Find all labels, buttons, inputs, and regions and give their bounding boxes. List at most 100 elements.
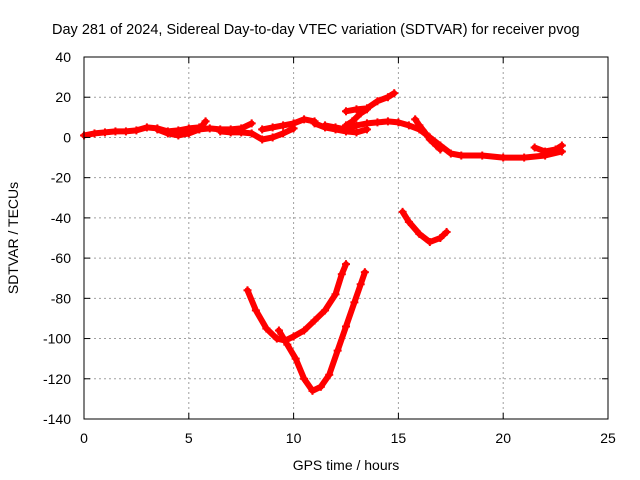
data-point [383,93,392,102]
data-point [383,117,392,126]
data-point [331,290,340,299]
data-point [425,238,434,247]
x-tick-label: 25 [600,430,616,446]
data-point [325,370,334,379]
data-point [279,129,288,138]
data-point [262,324,271,333]
data-point [205,124,214,133]
data-point [356,280,365,289]
data-point [398,207,407,216]
data-point [342,260,350,269]
data-point [350,298,359,307]
data-point [283,340,292,349]
data-point [457,151,466,160]
data-point [237,128,246,137]
data-point [316,382,325,391]
data-point [163,129,172,138]
data-point [142,123,151,132]
series-arc-11 [530,141,566,156]
y-tick-label: -100 [43,331,71,347]
data-point [352,128,361,137]
data-point [478,151,487,160]
x-tick-label: 10 [286,430,302,446]
series-arc-12 [398,207,451,247]
data-point [530,143,539,152]
series-arc-8 [342,89,399,116]
data-point [499,153,508,162]
y-tick-label: 0 [63,129,71,145]
data-point [348,117,357,126]
data-point [421,129,430,138]
data-point [111,127,120,136]
x-tick-label: 0 [80,430,88,446]
series-arc-7 [321,117,566,162]
data-point [557,141,566,150]
data-point [201,117,210,126]
series-layer [80,89,566,395]
data-point [289,332,298,341]
x-axis-label: GPS time / hours [293,457,400,473]
data-point [404,121,413,130]
y-tick-label: -80 [51,290,71,306]
data-point [362,119,371,128]
data-point [153,125,162,134]
data-point [541,147,550,156]
series-line [531,142,565,155]
data-point [268,123,277,132]
chart-title: Day 281 of 2024, Sidereal Day-to-day VTE… [52,22,580,38]
x-axis: 0 5 10 15 20 25 [80,57,616,446]
grid [84,57,608,419]
data-point [321,121,330,130]
data-point [272,334,281,343]
y-tick-label: -20 [51,170,71,186]
data-point [291,354,300,363]
y-tick-label: 40 [55,49,71,65]
data-point [337,270,346,279]
data-point [226,128,235,137]
data-point [342,121,350,130]
data-point [411,115,420,124]
data-point [331,123,340,132]
data-point [432,141,441,150]
series-line [322,118,565,161]
series-line [244,261,349,344]
series-line [343,106,370,129]
data-point [279,121,288,130]
series-arc-13 [243,260,350,345]
data-point [300,115,309,124]
data-point [373,97,382,106]
data-point [425,135,434,144]
series-line [275,269,368,394]
y-axis: -140 -120 -100 -80 -60 -40 -20 0 20 40 [43,49,608,427]
data-point [551,145,560,154]
data-point [442,227,451,236]
data-point [247,119,256,128]
data-point [415,121,424,130]
data-point [373,118,382,127]
data-point [289,119,298,128]
x-tick-label: 15 [391,430,407,446]
data-point [100,128,109,137]
plot-frame [83,56,609,420]
data-point [352,121,361,130]
data-point [174,131,183,140]
data-point [300,374,309,383]
y-tick-label: 20 [55,89,71,105]
data-point [184,129,193,138]
data-point [310,119,319,128]
y-tick-label: -40 [51,210,71,226]
data-point [436,234,445,242]
series-arc-9 [342,105,371,130]
data-point [251,306,260,315]
data-point [121,127,130,136]
data-point [404,217,413,226]
data-point [247,129,256,138]
data-point [274,326,283,335]
data-point [258,125,267,134]
y-tick-label: -140 [43,411,71,427]
x-tick-label: 5 [185,430,193,446]
series-arc-10 [411,115,445,154]
y-axis-label: SDTVAR / TECUs [5,182,21,294]
y-tick-label: -60 [51,250,71,266]
